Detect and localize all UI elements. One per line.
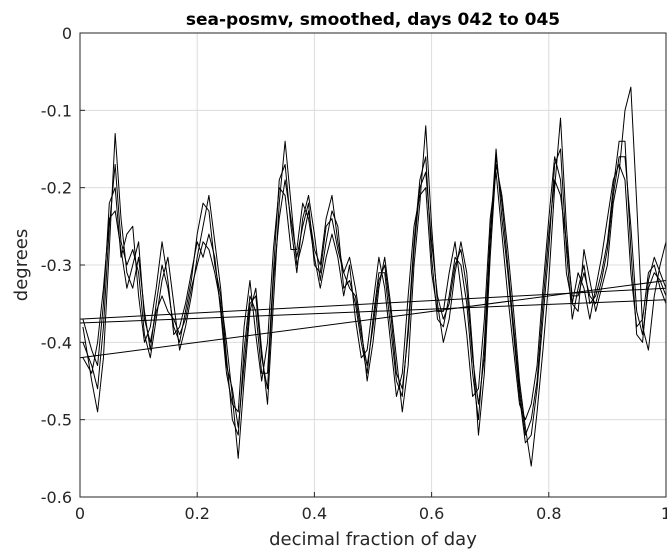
series-line-3 [82,156,667,421]
y-tick-label: -0.1 [41,101,72,120]
x-ticks: 0 0.2 0.4 0.6 0.8 1 [75,492,667,523]
y-tick-label: -0.5 [41,411,72,430]
series-group [79,86,667,467]
y-ticks: 0 -0.1 -0.2 -0.3 -0.4 -0.5 -0.6 [41,24,85,507]
x-tick-label: 0.2 [184,504,209,523]
series-line-7 [79,299,667,324]
x-tick-label: 0.8 [536,504,561,523]
series-line-6 [79,287,667,320]
x-axis-label: decimal fraction of day [269,529,477,549]
y-tick-label: -0.6 [41,488,72,507]
x-tick-label: 0.4 [302,504,327,523]
y-tick-label: -0.2 [41,179,72,198]
y-tick-label: -0.3 [41,256,72,275]
y-tick-label: 0 [62,24,72,43]
x-tick-label: 0.6 [419,504,444,523]
y-tick-label: -0.4 [41,333,72,352]
chart-title: sea-posmv, smoothed, days 042 to 045 [186,10,560,30]
y-axis-label: degrees [11,229,32,301]
x-tick-label: 1 [661,504,667,523]
grid [80,33,666,497]
series-line-2 [82,140,667,444]
x-tick-label: 0 [75,504,85,523]
